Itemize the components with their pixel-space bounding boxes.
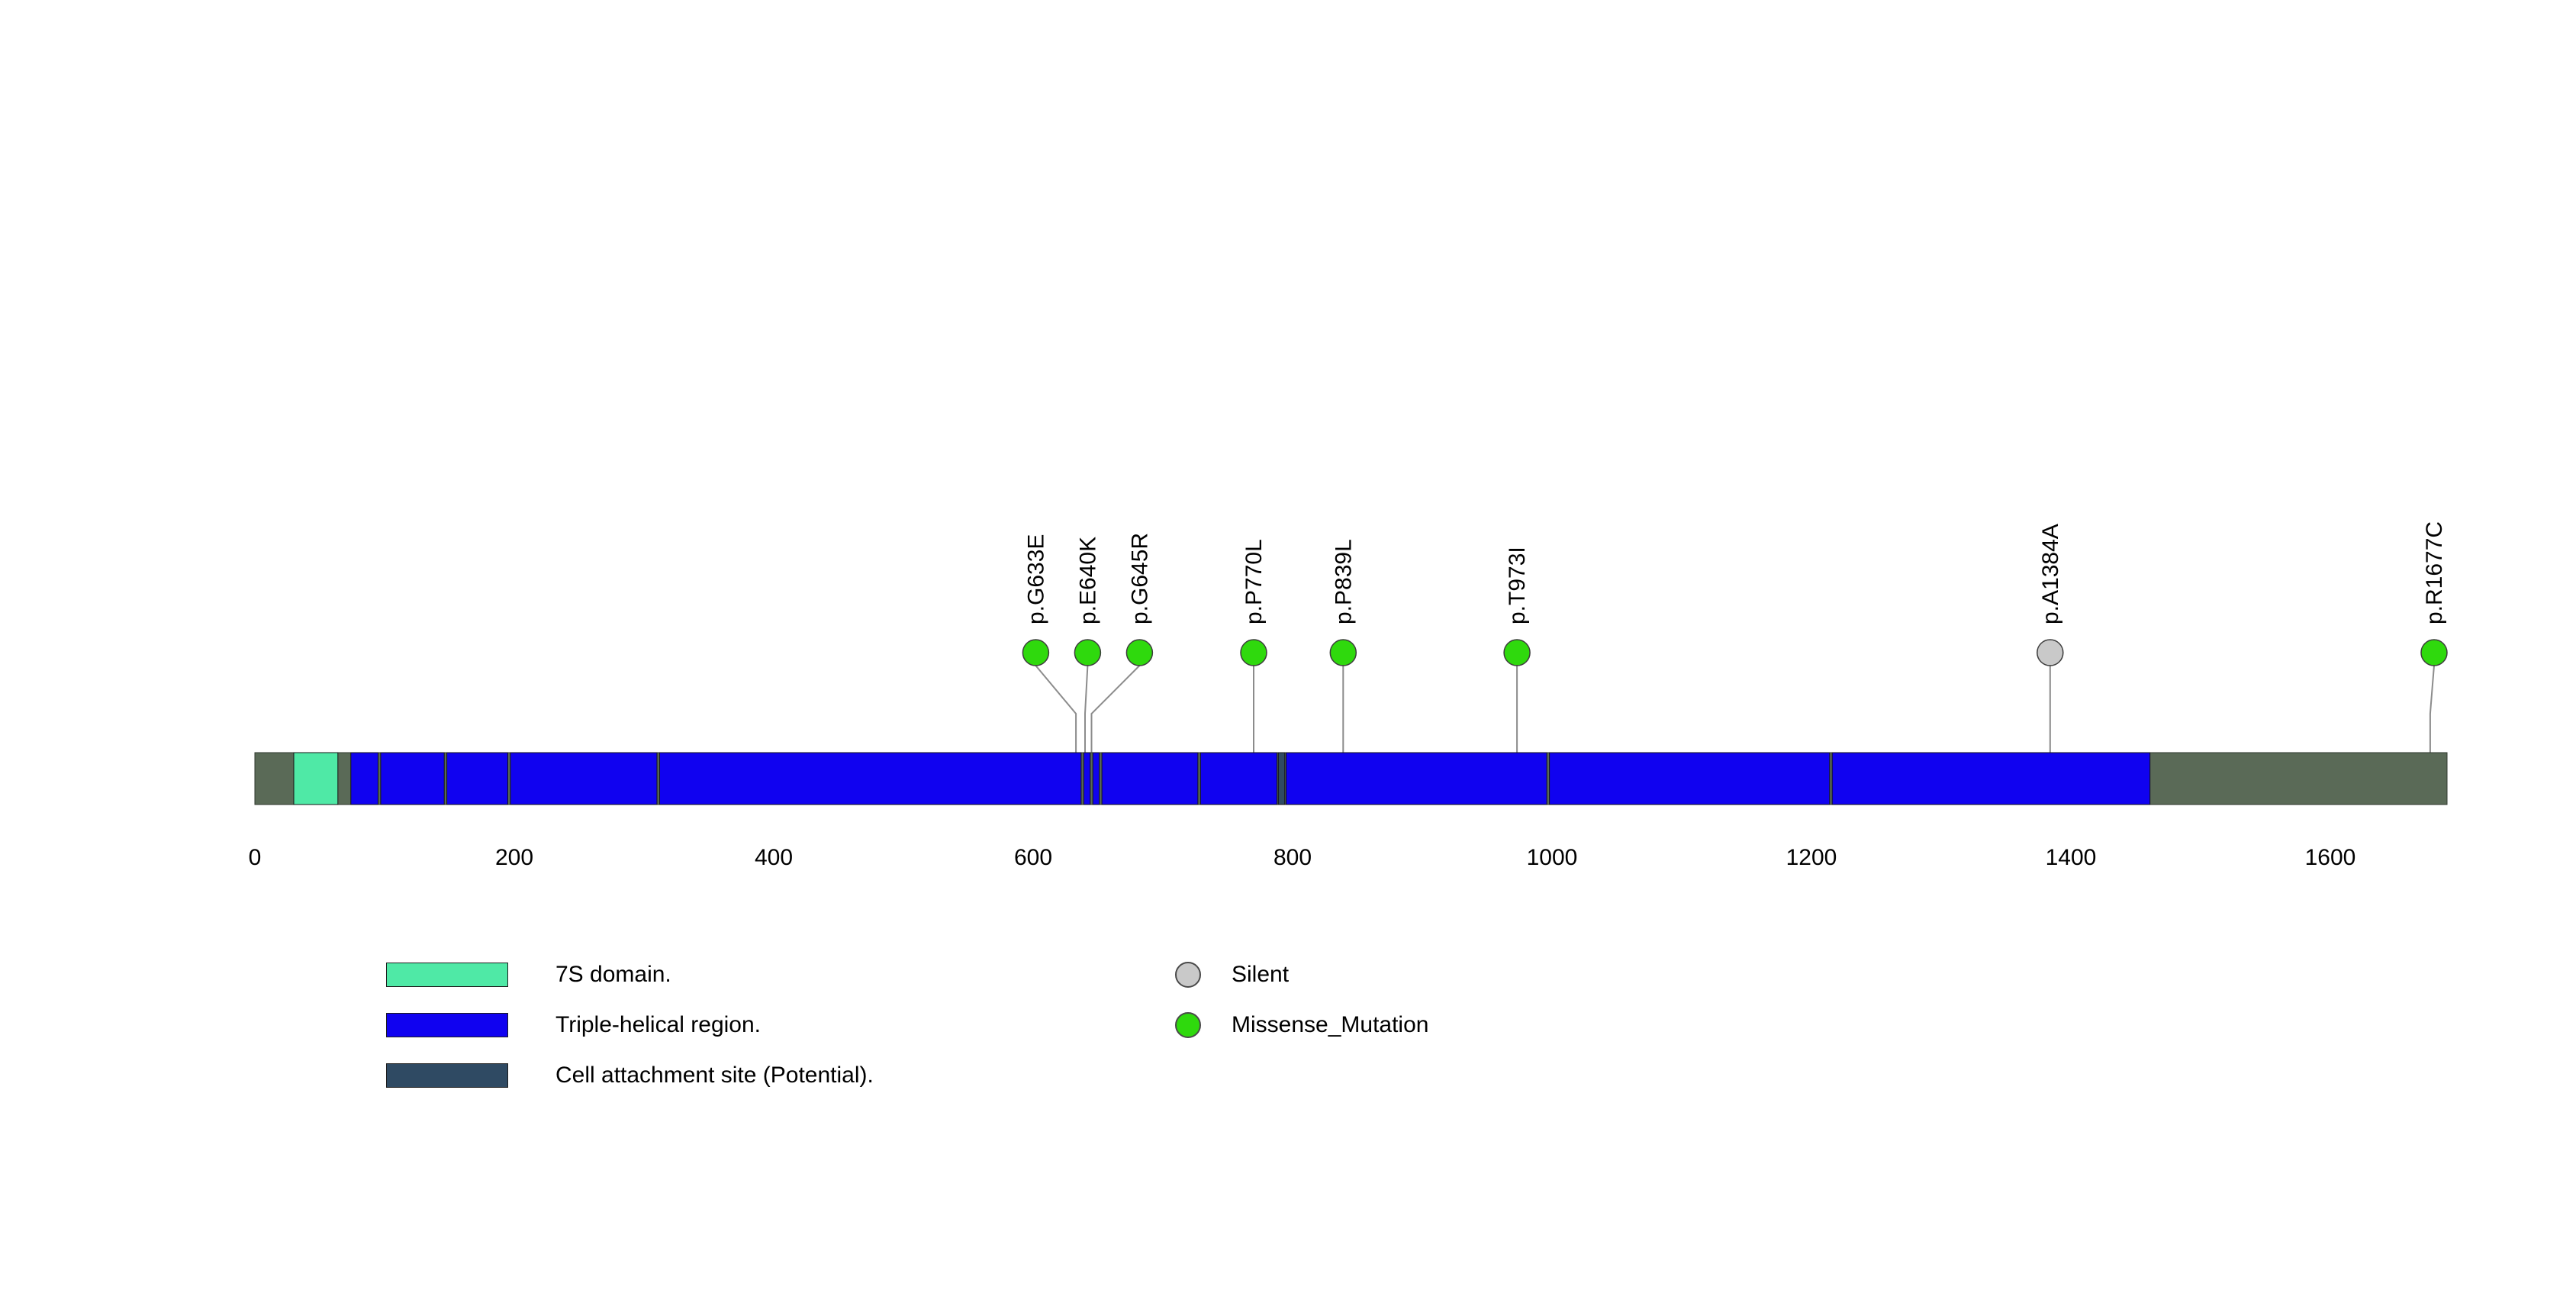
legend-row-cell-attachment: Cell attachment site (Potential).	[386, 1050, 874, 1101]
legend-dot-silent	[1175, 962, 1201, 988]
legend-row-triple-helical: Triple-helical region.	[386, 1000, 874, 1050]
domain-segment	[1083, 752, 1091, 805]
legend-swatch-triple-helical	[386, 1013, 508, 1037]
mutation-label: p.T973I	[1505, 547, 1530, 624]
lollipop-circle	[1329, 639, 1357, 666]
legend-dot-missense	[1175, 1012, 1201, 1038]
domain-segment	[1199, 752, 1278, 805]
lollipop-circle	[1074, 639, 1102, 666]
mutation-label: p.P770L	[1241, 539, 1267, 624]
mutation-label: p.G645R	[1127, 533, 1152, 624]
domain-segment	[1286, 752, 1547, 805]
lollipop-circle	[2037, 639, 2064, 666]
legend-label-triple-helical: Triple-helical region.	[555, 1012, 762, 1037]
lollipop-stick	[1035, 665, 1077, 753]
legend-swatch-7s-domain	[386, 963, 508, 987]
legend-domains: 7S domain. Triple-helical region. Cell a…	[386, 950, 874, 1101]
axis-tick-label: 200	[495, 845, 533, 870]
lollipop-stick	[1090, 665, 1141, 753]
domain-segment	[380, 752, 445, 805]
domain-segment	[293, 752, 339, 805]
axis-tick-label: 1600	[2305, 845, 2356, 870]
domain-segment	[1549, 752, 1831, 805]
domain-segment	[350, 752, 378, 805]
mutation-label: p.G633E	[1023, 534, 1048, 624]
legend-mutation-types: Silent Missense_Mutation	[1175, 950, 1428, 1050]
mutation-label: p.E640K	[1075, 537, 1100, 624]
legend-row-missense: Missense_Mutation	[1175, 1000, 1428, 1050]
axis-tick-label: 600	[1014, 845, 1052, 870]
domain-segment	[1092, 752, 1100, 805]
axis-tick-label: 800	[1274, 845, 1312, 870]
lollipop-circle	[2420, 639, 2448, 666]
mutation-label: p.R1677C	[2422, 521, 2447, 624]
legend-label-missense: Missense_Mutation	[1232, 1012, 1429, 1037]
mutation-label: p.P839L	[1331, 539, 1356, 624]
axis-tick-label: 1000	[1527, 845, 1578, 870]
lollipop-circle	[1022, 639, 1050, 666]
lollipop-circle	[1125, 639, 1154, 666]
lollipop-circle	[1240, 639, 1267, 666]
domain-segment	[1831, 752, 2151, 805]
legend-row-7s-domain: 7S domain.	[386, 950, 874, 1000]
axis-tick-label: 400	[755, 845, 793, 870]
axis-tick-label: 0	[249, 845, 262, 870]
domain-segment	[1277, 752, 1286, 805]
domain-segment	[510, 752, 658, 805]
axis-tick-label: 1200	[1786, 845, 1837, 870]
legend-row-silent: Silent	[1175, 950, 1428, 1000]
lollipop-circle	[1503, 639, 1531, 666]
legend-label-7s-domain: 7S domain.	[555, 962, 671, 987]
axis-tick-label: 1400	[2046, 845, 2097, 870]
lollipop-stick	[1084, 665, 1089, 753]
mutation-label: p.A1384A	[2038, 524, 2063, 624]
lollipop-stick	[2429, 665, 2435, 753]
domain-segment	[1101, 752, 1199, 805]
legend-swatch-cell-attachment	[386, 1063, 508, 1088]
legend-label-cell-attachment: Cell attachment site (Potential).	[555, 1063, 874, 1088]
legend-label-silent: Silent	[1232, 962, 1290, 987]
domain-segment	[658, 752, 1082, 805]
domain-segment	[446, 752, 508, 805]
